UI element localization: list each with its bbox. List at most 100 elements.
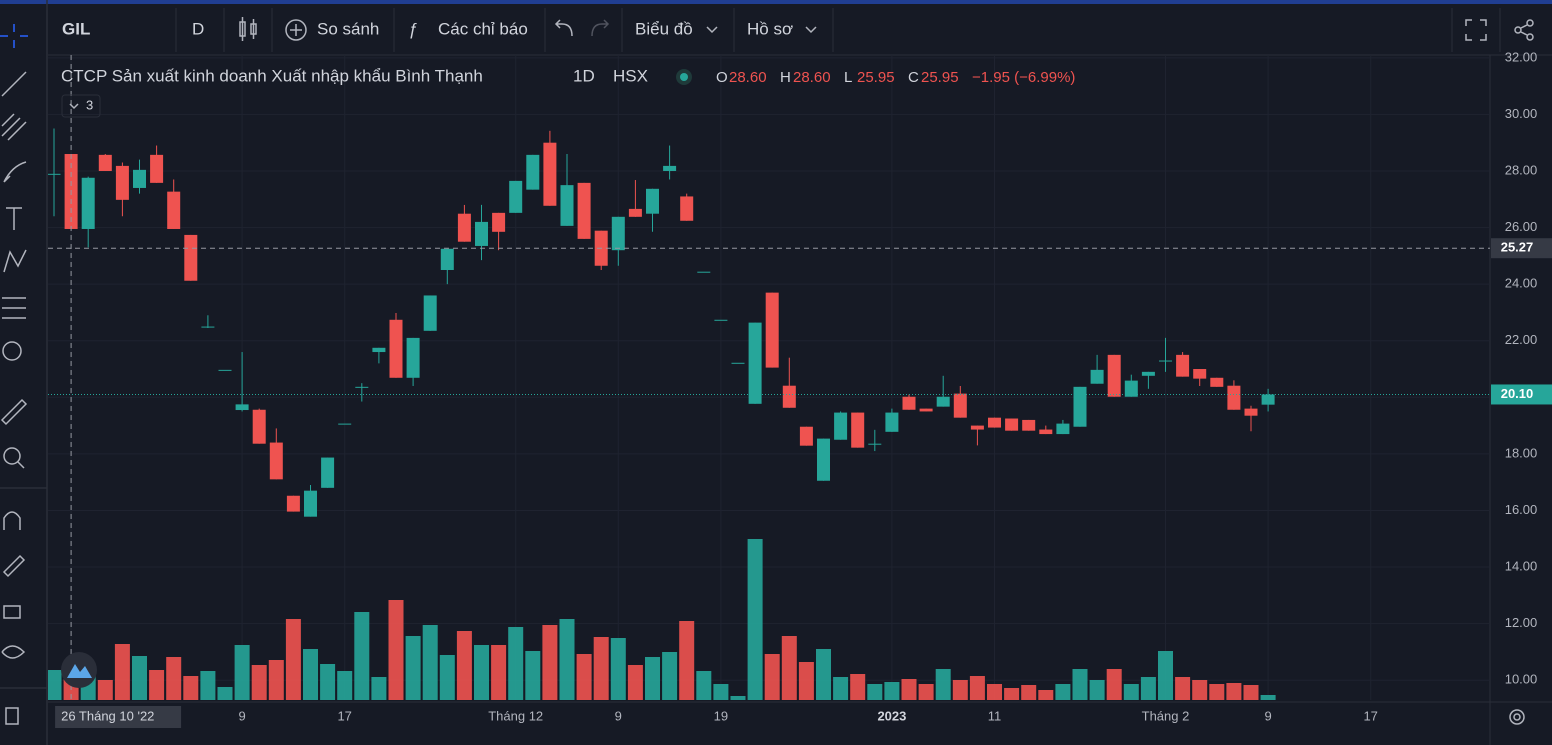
prediction-tool[interactable] [2, 297, 26, 319]
volume-bar [166, 657, 182, 700]
candle-body [988, 417, 1001, 428]
collapse-badge[interactable] [61, 94, 101, 118]
candle-body [902, 396, 916, 410]
candle-body [338, 423, 352, 425]
redo-button[interactable] [591, 19, 610, 37]
candle-body [1227, 385, 1241, 410]
volume-bar [268, 660, 284, 700]
candle-body [1005, 418, 1019, 431]
visibility-tool[interactable] [1, 645, 26, 659]
candle-body [611, 216, 625, 251]
compare-button[interactable]: So sánh [317, 19, 379, 38]
volume-bar [645, 657, 660, 700]
y-tick-label: 26.00 [1505, 219, 1538, 234]
candle-body [628, 208, 642, 217]
volume-bar [1209, 684, 1225, 700]
candle-body [919, 408, 933, 412]
candle-body [235, 404, 249, 411]
ohlc-key: C [908, 69, 919, 86]
fullscreen-button[interactable] [1465, 19, 1487, 41]
candle-body [765, 292, 779, 368]
crosshair-price-label: 25.27 [1501, 240, 1534, 255]
candle-body [1176, 354, 1190, 377]
volume-bar [525, 651, 541, 700]
zoom-tool[interactable] [3, 447, 25, 469]
instrument-name: CTCP Sản xuất kinh doanh Xuất nhập khẩu … [61, 66, 483, 85]
undo-button[interactable] [554, 19, 573, 37]
settings-button[interactable] [1509, 709, 1525, 725]
profile-menu[interactable]: Hồ sơ [747, 19, 793, 38]
last-price-box [1491, 384, 1552, 405]
symbol[interactable]: GIL [62, 19, 90, 38]
ruler-tool[interactable] [0, 398, 28, 426]
share-button[interactable] [1514, 19, 1534, 41]
candle-body [834, 412, 848, 440]
candle-body [252, 409, 266, 444]
volume-bar [114, 644, 130, 700]
ohlc-value: 25.95 [921, 69, 959, 86]
candle-body [936, 396, 950, 407]
volume-bar [576, 654, 592, 700]
y-tick-label: 10.00 [1505, 672, 1538, 687]
text-tool[interactable] [6, 207, 22, 230]
volume-bar [337, 671, 353, 700]
lock-tool[interactable] [3, 605, 21, 619]
candle-body [970, 425, 984, 430]
crosshair-tool[interactable] [0, 24, 28, 48]
ohlc-key: O [716, 69, 728, 86]
chart-menu[interactable]: Biểu đồ [635, 19, 693, 38]
volume-bar [747, 539, 763, 700]
volume-bar [48, 670, 62, 700]
candle-body [98, 154, 112, 171]
volume-bar [439, 655, 455, 700]
compare-icon[interactable] [285, 19, 307, 41]
ohlc-key: H [780, 69, 791, 86]
crosshair-date-box [55, 706, 182, 728]
volume-bar [833, 677, 849, 700]
volume-bar [559, 619, 575, 700]
volume-bar [781, 636, 797, 700]
candle-body [389, 319, 403, 378]
trend-line-tool[interactable] [1, 71, 27, 97]
candle-body [646, 188, 659, 214]
interval-button[interactable]: D [192, 19, 204, 38]
candle-body [492, 212, 506, 232]
candle-style-button[interactable] [239, 17, 257, 41]
fx-icon: ƒ [408, 19, 417, 38]
volume-bar [901, 679, 917, 700]
volume-bar [850, 674, 866, 700]
emoji-tool[interactable] [2, 341, 22, 361]
y-tick-label: 14.00 [1505, 558, 1538, 573]
delete-tool[interactable] [5, 707, 19, 725]
chevron [805, 26, 817, 34]
volume-bar [1038, 690, 1054, 700]
volume-bar [1192, 680, 1208, 700]
x-tick-label: 2023 [877, 708, 906, 723]
candle-body [748, 322, 762, 404]
candle-body [1107, 354, 1121, 397]
candle-body [1022, 419, 1036, 431]
volume-bar [285, 619, 301, 700]
magnet-tool[interactable] [3, 511, 21, 530]
candle-body [543, 142, 557, 206]
x-tick-label: 19 [714, 708, 728, 723]
volume-bar [662, 652, 678, 700]
volume-bar [610, 638, 626, 700]
candle-body [475, 221, 488, 246]
y-tick-label: 22.00 [1505, 332, 1538, 347]
volume-bar [456, 631, 472, 700]
volume-bar [1175, 677, 1191, 700]
volume-bar [542, 625, 558, 700]
candle-body [714, 319, 728, 321]
candle-body [1073, 386, 1087, 427]
lock-draw-tool[interactable] [2, 554, 26, 578]
pattern-tool[interactable] [3, 249, 27, 273]
fib-tool[interactable] [1, 113, 27, 141]
brush-tool[interactable] [3, 161, 27, 183]
logo [61, 652, 97, 688]
indicators-button[interactable]: Các chỉ báo [438, 19, 528, 38]
chevron [706, 26, 718, 34]
y-tick-label: 18.00 [1505, 445, 1538, 460]
x-tick-label: 17 [337, 708, 351, 723]
